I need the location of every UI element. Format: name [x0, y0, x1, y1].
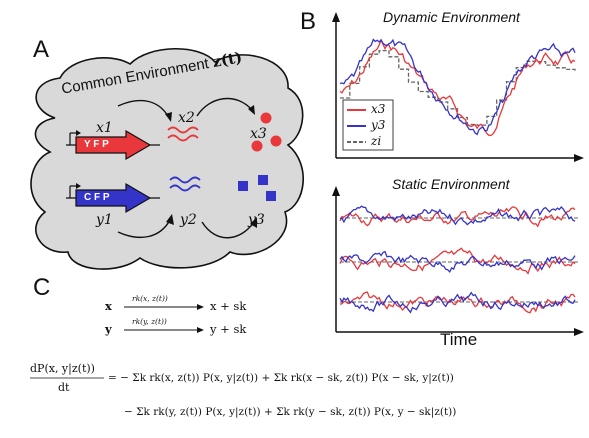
gene2-label: C F P [84, 192, 110, 203]
reaction2-rhs: y + sk [210, 322, 247, 336]
dynamic-axes [332, 12, 584, 162]
label-y3: y3 [248, 212, 265, 228]
label-x1: x1 [96, 120, 113, 136]
static-title: Static Environment [392, 176, 510, 192]
gene1-label: Y F P [84, 139, 109, 150]
label-x2: x2 [178, 110, 195, 126]
master-line2: − Σk rk(y, z(t)) P(x, y|z(t)) + Σk rk(y … [124, 406, 457, 418]
legend-box [342, 99, 394, 151]
master-lhs-numerator: dP(x, y|z(t)) [30, 362, 95, 375]
x3-protein [260, 112, 272, 124]
y2-mrna-blue [169, 176, 201, 184]
label-y1: y1 [96, 212, 113, 228]
static-y-trace [339, 250, 576, 274]
yfp-gene-arrow [75, 129, 152, 161]
static-y-trace [339, 291, 576, 314]
panel-a-diagram [30, 47, 304, 270]
label-y2: y2 [180, 212, 197, 228]
y3-protein [238, 181, 248, 191]
legend-zi: zi [371, 134, 382, 148]
label-x3: x3 [250, 126, 267, 142]
master-line1: = − Σk rk(x, z(t)) P(x, y|z(t)) + Σk rk(… [108, 372, 454, 384]
x2-mrna-red [167, 126, 199, 134]
dynamic-y3-trace [339, 38, 576, 136]
reaction1-rate: rk(x, z(t)) [132, 294, 168, 303]
panel-label-b: B [300, 8, 317, 35]
reaction2-lhs: y [105, 322, 112, 336]
reaction2-rate: rk(y, z(t)) [132, 317, 167, 326]
static-axes [332, 186, 584, 336]
cfp-gene-arrow [75, 182, 152, 214]
env-zi-trace [340, 49, 576, 126]
static-x-trace [339, 291, 576, 314]
legend-x3: x3 [371, 102, 386, 116]
master-lhs-denominator: dt [58, 381, 70, 394]
legend-y3: y3 [371, 118, 386, 132]
reaction1-lhs: x [105, 299, 112, 313]
time-axis-label: Time [440, 330, 478, 349]
panel-label-c: C [33, 274, 51, 301]
environment-cloud [30, 47, 304, 270]
reaction1-rhs: x + sk [210, 299, 247, 313]
static-x-trace [339, 206, 576, 228]
panel-label-a: A [33, 36, 50, 63]
static-y-trace [339, 205, 576, 226]
dynamic-title: Dynamic Environment [383, 9, 520, 25]
